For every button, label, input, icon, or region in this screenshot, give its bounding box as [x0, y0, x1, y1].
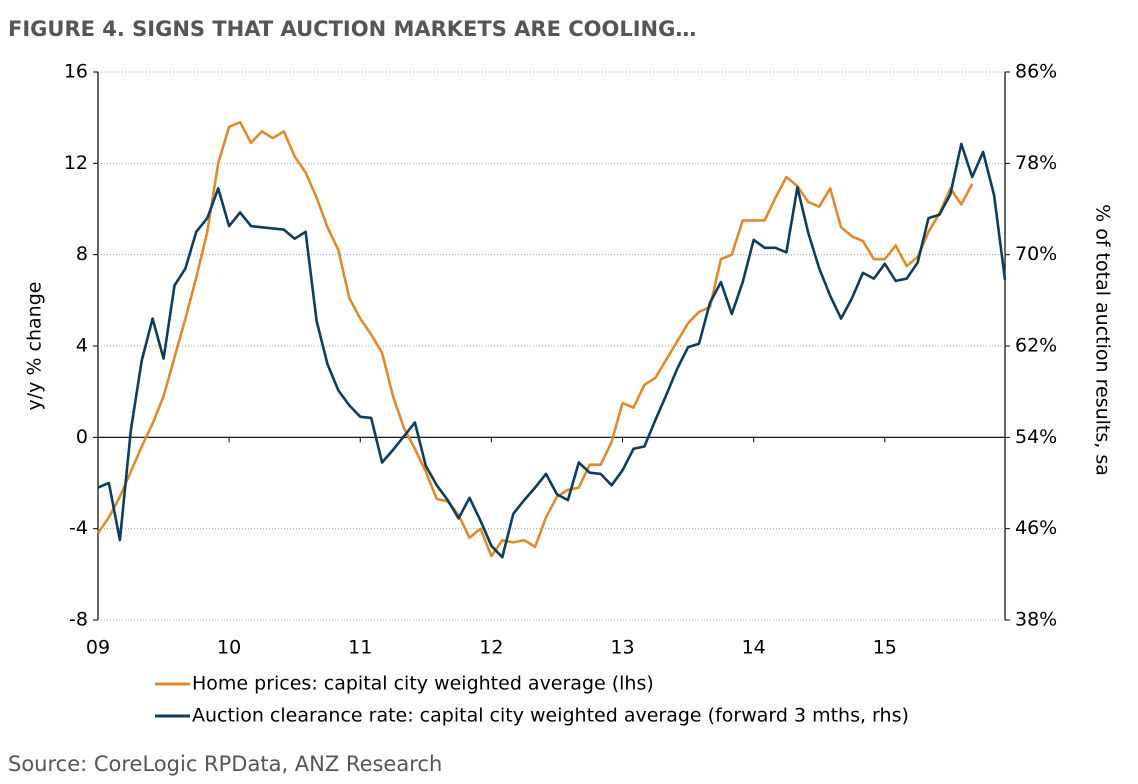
y-tick-label: 0	[76, 426, 88, 448]
y-axis-label: y/y % change	[24, 282, 46, 411]
legend-label: Home prices: capital city weighted avera…	[192, 673, 654, 695]
y-tick-label: 16	[64, 61, 88, 83]
series-line	[96, 120, 974, 558]
x-tick-label: 09	[86, 637, 110, 659]
y2-axis-label: % of total auction results, sa	[1092, 204, 1114, 476]
x-tick-label: 11	[348, 637, 372, 659]
y-tick-label: -8	[69, 609, 88, 631]
y2-tick-label: 54%	[1015, 426, 1057, 448]
y2-tick-label: 86%	[1015, 61, 1057, 83]
y2-tick-label: 46%	[1015, 517, 1057, 539]
y-tick-label: 4	[76, 335, 88, 357]
y2-tick-label: 38%	[1015, 609, 1057, 631]
y-tick-label: 12	[64, 152, 88, 174]
y2-tick-label: 78%	[1015, 152, 1057, 174]
y2-tick-label: 70%	[1015, 243, 1057, 265]
y2-tick-label: 62%	[1015, 335, 1057, 357]
x-tick-label: 10	[217, 637, 241, 659]
series-line	[97, 142, 1007, 559]
y-tick-label: 8	[76, 243, 88, 265]
legend-label: Auction clearance rate: capital city wei…	[192, 705, 909, 727]
x-tick-label: 12	[479, 637, 503, 659]
y-tick-label: -4	[69, 517, 88, 539]
chart-title: FIGURE 4. SIGNS THAT AUCTION MARKETS ARE…	[8, 17, 696, 41]
source: Source: CoreLogic RPData, ANZ Research	[8, 752, 442, 776]
x-tick-label: 14	[742, 637, 766, 659]
x-tick-label: 15	[873, 637, 897, 659]
x-tick-label: 13	[610, 637, 634, 659]
